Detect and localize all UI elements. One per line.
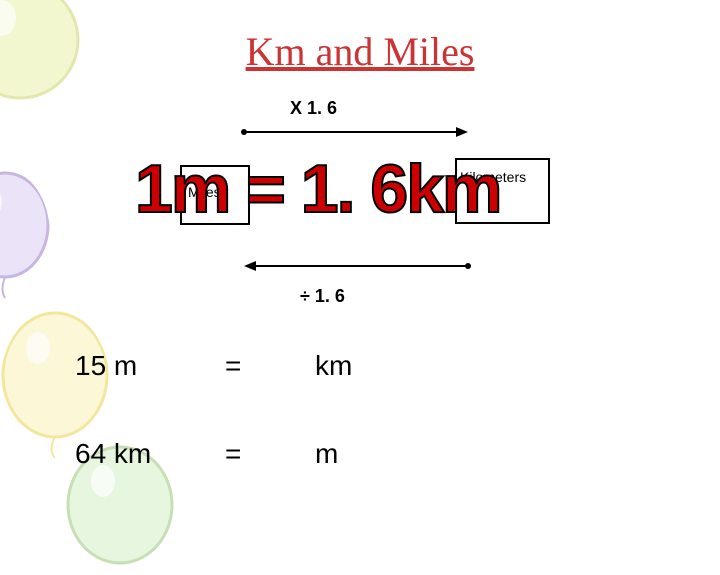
wordart-equation: 1m = 1. 6km (135, 150, 500, 228)
row2-value: 64 km (75, 438, 225, 470)
balloon-yellow-green (0, 0, 80, 100)
conversion-row-2: 64 km = m (75, 438, 435, 470)
page-title: Km and Miles (246, 28, 475, 75)
row2-unit: m (315, 438, 435, 470)
row2-equals: = (225, 438, 315, 470)
row1-equals: = (225, 350, 315, 382)
divide-label: ÷ 1. 6 (300, 286, 345, 307)
row1-value: 15 m (75, 350, 225, 382)
arrow-right (240, 124, 472, 140)
row1-unit: km (315, 350, 435, 382)
balloon-purple (0, 170, 50, 300)
arrow-left (240, 258, 472, 274)
conversion-row-1: 15 m = km (75, 350, 435, 382)
multiply-label: X 1. 6 (290, 98, 337, 119)
